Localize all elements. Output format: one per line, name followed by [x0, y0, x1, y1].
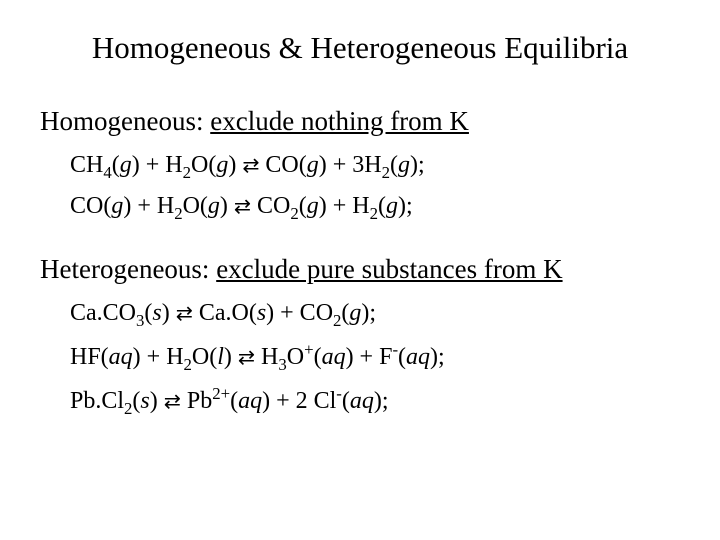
- equilibrium-arrow-icon: ⇄: [238, 347, 255, 369]
- heading-plain: Homogeneous:: [40, 106, 210, 136]
- equilibrium-arrow-icon: ⇄: [176, 303, 193, 325]
- heading-underline: exclude nothing from K: [210, 106, 469, 136]
- equilibrium-arrow-icon: ⇄: [164, 391, 181, 413]
- heading-plain: Heterogeneous:: [40, 254, 216, 284]
- equation-homo-2: CO(g) + H2O(g) ⇄ CO2(g) + H2(g);: [70, 190, 680, 225]
- equation-het-1: Ca.CO3(s) ⇄ Ca.O(s) + CO2(g);: [70, 297, 680, 332]
- section-homogeneous: Homogeneous: exclude nothing from K CH4(…: [40, 106, 680, 226]
- heading-underline: exclude pure substances from K: [216, 254, 562, 284]
- equation-het-3: Pb.Cl2(s) ⇄ Pb2+(aq) + 2 Cl-(aq);: [70, 382, 680, 420]
- equilibrium-arrow-icon: ⇄: [242, 155, 259, 177]
- section-heterogeneous: Heterogeneous: exclude pure substances f…: [40, 254, 680, 421]
- equation-homo-1: CH4(g) + H2O(g) ⇄ CO(g) + 3H2(g);: [70, 149, 680, 184]
- page-title: Homogeneous & Heterogeneous Equilibria: [40, 30, 680, 66]
- section-heading-homogeneous: Homogeneous: exclude nothing from K: [40, 106, 680, 137]
- equilibrium-arrow-icon: ⇄: [234, 196, 251, 218]
- section-heading-heterogeneous: Heterogeneous: exclude pure substances f…: [40, 254, 680, 285]
- equation-het-2: HF(aq) + H2O(l) ⇄ H3O+(aq) + F-(aq);: [70, 338, 680, 376]
